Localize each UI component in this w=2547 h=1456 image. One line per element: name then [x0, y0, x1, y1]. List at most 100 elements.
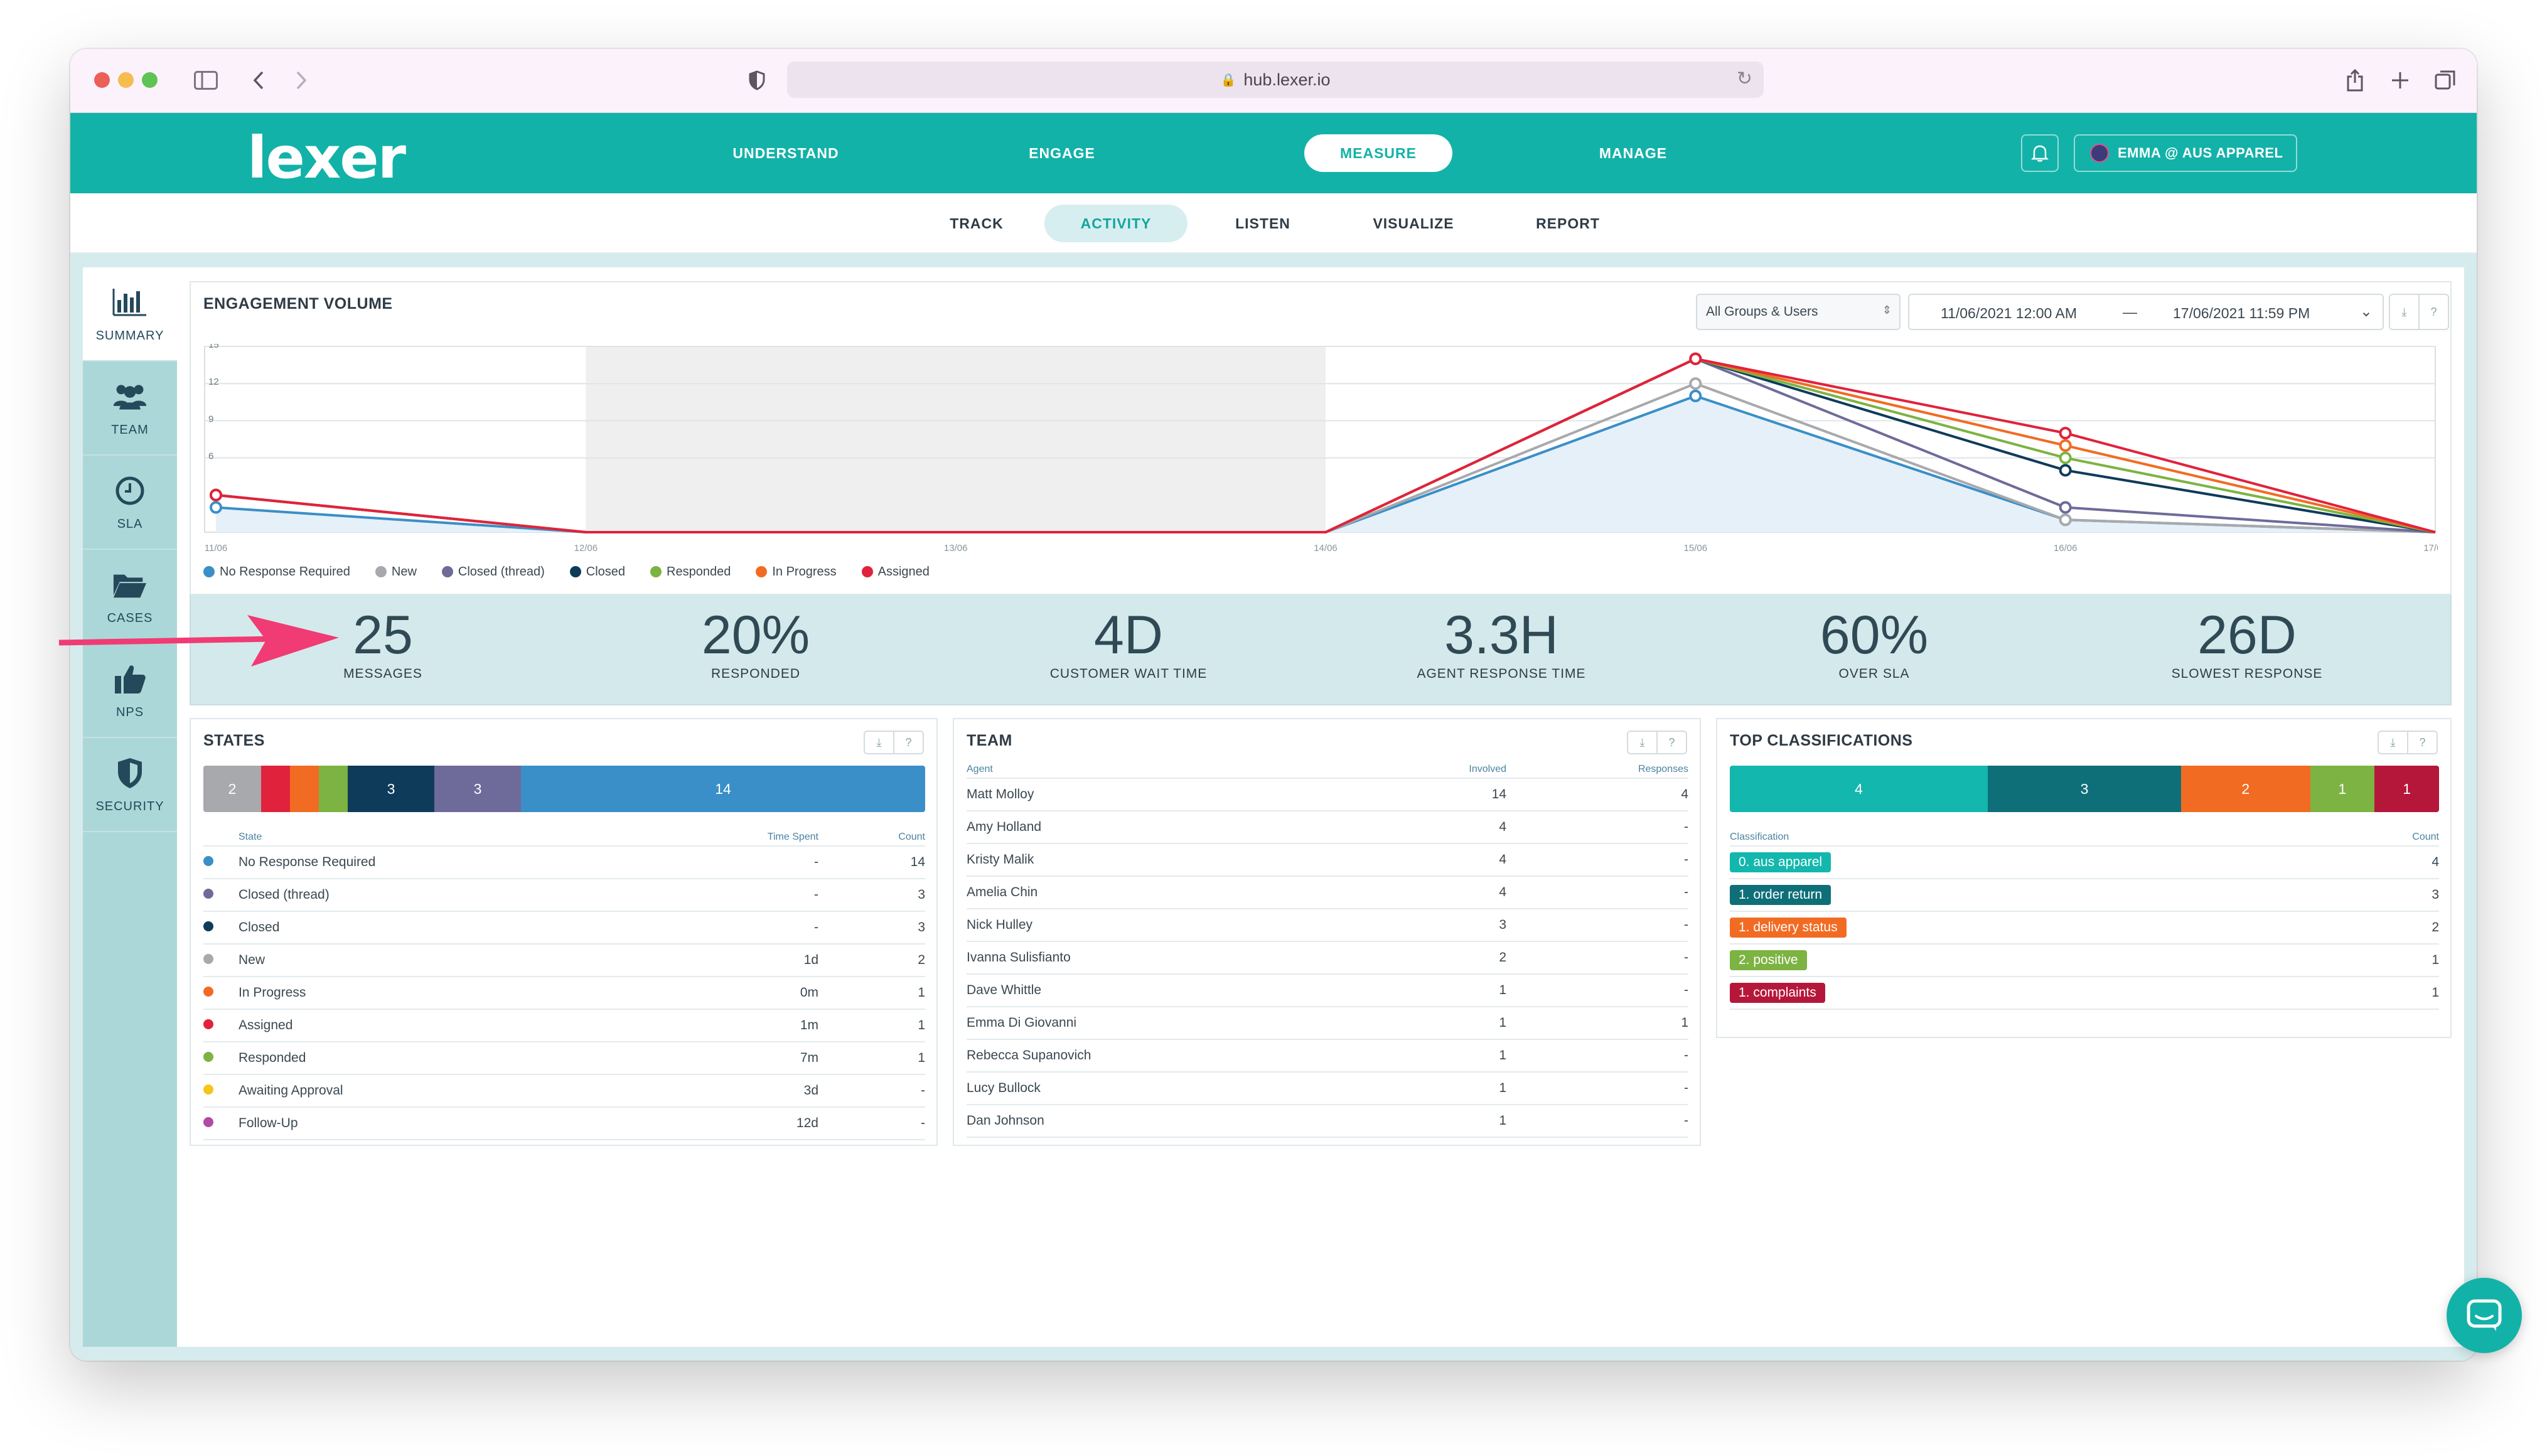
privacy-shield-icon[interactable]: [743, 67, 771, 94]
lexer-logo[interactable]: lexer: [247, 124, 406, 191]
classification-tag[interactable]: 0. aus apparel: [1730, 852, 1831, 872]
bar-segment[interactable]: 2: [203, 766, 261, 812]
tab-overview-icon[interactable]: [2432, 67, 2459, 94]
bar-segment[interactable]: [261, 766, 290, 812]
legend-item[interactable]: No Response Required: [203, 565, 350, 579]
bar-segment[interactable]: [290, 766, 319, 812]
sidebar-item-team[interactable]: TEAM: [83, 361, 177, 456]
bar-segment[interactable]: 1: [2310, 766, 2375, 812]
help-icon[interactable]: ?: [893, 732, 923, 753]
tab-activity[interactable]: ACTIVITY: [1044, 205, 1188, 242]
table-row[interactable]: Amelia Chin 4-: [967, 876, 1688, 909]
legend-item[interactable]: Closed (thread): [441, 565, 545, 579]
help-icon[interactable]: ?: [2407, 732, 2437, 753]
table-row[interactable]: Kristy Malik 4-: [967, 843, 1688, 877]
share-icon[interactable]: [2341, 67, 2369, 94]
bar-segment[interactable]: 3: [348, 766, 434, 812]
table-row[interactable]: 1. complaints 1: [1730, 977, 2439, 1010]
table-row[interactable]: 1. order return 3: [1730, 879, 2439, 912]
nav-understand[interactable]: UNDERSTAND: [732, 144, 839, 161]
date-to: 17/06/2021 11:59 PM: [2173, 305, 2310, 321]
classification-tag[interactable]: 1. complaints: [1730, 983, 1825, 1003]
classification-tag[interactable]: 1. order return: [1730, 885, 1831, 905]
table-row[interactable]: 0. aus apparel 4: [1730, 846, 2439, 879]
legend-item[interactable]: Responded: [650, 565, 731, 579]
new-tab-icon[interactable]: [2386, 67, 2414, 94]
table-row[interactable]: In Progress 0m 1: [203, 977, 925, 1010]
table-row[interactable]: 1. delivery status 2: [1730, 911, 2439, 945]
table-row[interactable]: Dave Whittle 1-: [967, 974, 1688, 1007]
table-row[interactable]: Responded 7m 1: [203, 1042, 925, 1075]
group-filter-select[interactable]: All Groups & Users ⇕: [1696, 294, 1901, 330]
table-row[interactable]: Dan Johnson 1-: [967, 1105, 1688, 1138]
close-window-button[interactable]: [94, 72, 110, 88]
table-row[interactable]: Follow-Up 12d -: [203, 1107, 925, 1140]
sidebar-item-security[interactable]: SECURITY: [83, 738, 177, 832]
tab-listen[interactable]: LISTEN: [1235, 215, 1290, 232]
legend-label: In Progress: [772, 564, 837, 579]
table-row[interactable]: Nick Hulley 3-: [967, 909, 1688, 942]
nav-manage[interactable]: MANAGE: [1599, 144, 1668, 161]
minimize-window-button[interactable]: [118, 72, 134, 88]
state-name: Closed (thread): [239, 879, 693, 912]
notifications-bell-icon[interactable]: [2021, 134, 2059, 172]
bar-segment[interactable]: 4: [1730, 766, 1988, 812]
table-row[interactable]: Assigned 1m 1: [203, 1009, 925, 1042]
table-row[interactable]: No Response Required -14: [203, 846, 925, 879]
table-row[interactable]: New 1d 2: [203, 944, 925, 977]
sidebar-item-summary[interactable]: SUMMARY: [83, 267, 177, 361]
measure-sidebar: SUMMARY TEAM SLA CASES: [83, 267, 177, 1347]
tab-report[interactable]: REPORT: [1536, 215, 1600, 232]
legend-item[interactable]: New: [375, 565, 417, 579]
tab-visualize[interactable]: VISUALIZE: [1373, 215, 1454, 232]
download-icon[interactable]: ⤓: [876, 736, 882, 749]
user-menu-button[interactable]: EMMA @ AUS APPAREL: [2074, 134, 2297, 172]
classification-tag[interactable]: 2. positive: [1730, 950, 1807, 970]
table-row[interactable]: Closed -3: [203, 911, 925, 945]
table-row[interactable]: Rebecca Supanovich 1-: [967, 1039, 1688, 1073]
bar-segment[interactable]: 14: [521, 766, 925, 812]
help-icon[interactable]: ?: [2418, 295, 2448, 329]
team-panel: TEAM ⤓ ? Agent Involved Responses Matt M…: [953, 718, 1701, 1146]
bar-segment[interactable]: 3: [1987, 766, 2182, 812]
table-row[interactable]: Amy Holland 4-: [967, 811, 1688, 844]
sidebar-item-cases[interactable]: CASES: [83, 550, 177, 644]
back-icon[interactable]: [245, 67, 272, 94]
bar-segment[interactable]: 2: [2181, 766, 2310, 812]
date-range-picker[interactable]: 11/06/2021 12:00 AM — 17/06/2021 11:59 P…: [1908, 294, 2384, 330]
classification-tag[interactable]: 1. delivery status: [1730, 918, 1847, 938]
table-row[interactable]: Emma Di Giovanni 1 1: [967, 1007, 1688, 1040]
legend-item[interactable]: In Progress: [756, 564, 837, 579]
table-row[interactable]: 2. positive 1: [1730, 944, 2439, 977]
reload-icon[interactable]: ↻: [1736, 68, 1752, 89]
state-time-spent: 3d: [693, 1074, 818, 1108]
forward-icon[interactable]: [287, 67, 315, 94]
sidebar-toggle-icon[interactable]: [192, 67, 220, 94]
download-icon[interactable]: ⤓: [1639, 736, 1645, 749]
nav-engage[interactable]: ENGAGE: [1029, 144, 1095, 161]
table-row[interactable]: Lucy Bullock 1-: [967, 1072, 1688, 1105]
address-bar[interactable]: 🔒 hub.lexer.io ↻: [787, 62, 1764, 98]
state-color-dot: [203, 1052, 213, 1062]
table-row[interactable]: Awaiting Approval 3d -: [203, 1074, 925, 1108]
sidebar-item-nps[interactable]: NPS: [83, 644, 177, 738]
bar-segment[interactable]: 1: [2374, 766, 2439, 812]
sidebar-item-sla[interactable]: SLA: [83, 456, 177, 550]
tab-track[interactable]: TRACK: [950, 215, 1004, 232]
table-row[interactable]: Ivanna Sulisfianto 2-: [967, 941, 1688, 975]
legend-item[interactable]: Assigned: [861, 565, 930, 579]
nav-measure[interactable]: MEASURE: [1304, 134, 1452, 172]
bar-segment[interactable]: [319, 766, 348, 812]
y-tick-label: 6: [208, 451, 213, 462]
legend-item[interactable]: Closed: [569, 565, 625, 579]
download-icon[interactable]: ⤓: [2390, 736, 2396, 749]
zoom-window-button[interactable]: [142, 72, 158, 88]
state-name: Awaiting Approval: [239, 1074, 693, 1108]
table-row[interactable]: Closed (thread) -3: [203, 879, 925, 912]
table-row[interactable]: Matt Molloy 14 4: [967, 778, 1688, 811]
help-icon[interactable]: ?: [1656, 732, 1686, 753]
chat-support-button[interactable]: [2447, 1278, 2522, 1353]
bar-segment[interactable]: 3: [434, 766, 521, 812]
state-time-spent: 12d: [693, 1107, 818, 1140]
download-icon[interactable]: ⤓: [2401, 305, 2407, 318]
